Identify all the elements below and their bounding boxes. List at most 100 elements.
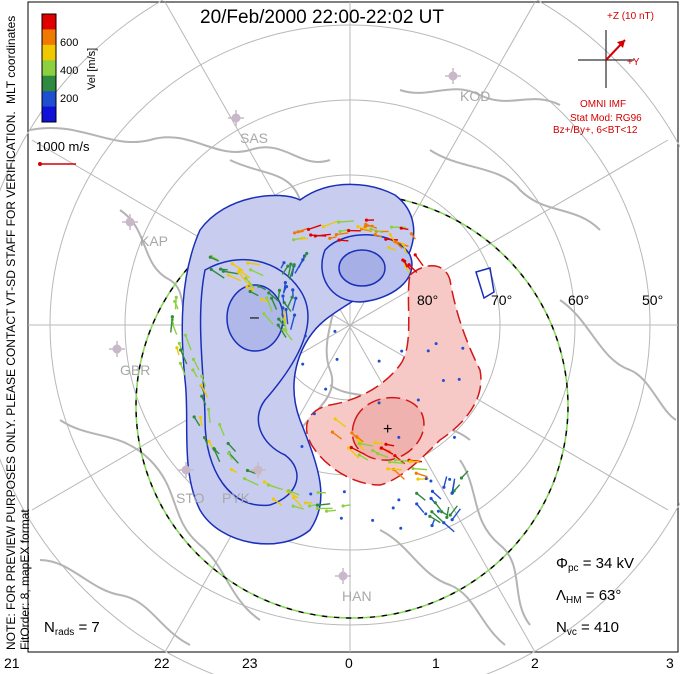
velocity-vector [315,503,331,507]
velocity-colorbar [41,13,57,123]
colorbar-segment [42,75,56,92]
preview-note: NOTE: FOR PREVIEW PURPOSES ONLY. PLEASE … [4,111,18,650]
velocity-vector [315,507,333,511]
colorbar-outline [41,13,57,123]
velocity-vector [341,504,351,508]
velocity-vector [321,220,338,229]
plot-frame [27,1,679,653]
velocity-vector [191,357,200,371]
velocity-vector [428,514,441,524]
velocity-vector [347,229,361,233]
velocity-vector [202,435,209,446]
latitude-label-50: 50° [642,292,664,308]
velocity-vector [313,233,331,238]
velocity-vector [411,466,428,471]
radar-site-marker [178,462,194,478]
velocity-vector [356,225,372,232]
velocity-vector [221,269,239,275]
velocity-vector [198,415,203,427]
latitude-label-80: 80° [417,292,439,308]
velocity-vector [415,502,425,513]
velocity-vector-origin [400,349,404,353]
velocity-vector [408,460,419,464]
mlt-label-1: 1 [432,655,440,671]
velocity-vector [442,521,455,533]
radar-site-marker [109,341,125,357]
velocity-vector [209,267,225,279]
velocity-vector [316,490,326,495]
latitude-label-60: 60° [568,292,590,308]
velocity-vector-origin [342,490,346,494]
velocity-vector [262,312,274,325]
velocity-vector-origin [397,435,401,439]
velocity-vector [387,460,404,464]
velocity-vector [347,446,360,459]
colorbar-segment [42,29,56,46]
velocity-vector [277,317,285,327]
positive-potential-cell: + [305,265,482,486]
velocity-vector [277,288,282,299]
velocity-vector [200,394,207,406]
velocity-vector [296,227,308,234]
velocity-vector [246,261,261,266]
velocity-vector [227,451,233,460]
velocity-vector-origin [436,509,440,513]
velocity-vector-origin [377,401,381,405]
velocity-vector [304,501,312,505]
velocity-vector-origin [335,357,339,361]
site-label-pyk: PYK [222,490,251,506]
positive-cell-maximum-marker: + [383,421,392,438]
velocity-vector-origin [441,378,445,382]
velocity-vector [291,504,304,510]
velocity-vector [276,323,287,338]
velocity-vector [242,476,259,486]
velocity-vector [459,470,469,480]
heppner-maynard-latitude: ΛHM = 63° [556,587,622,606]
velocity-vector [244,276,255,289]
velocity-vector-origin [309,492,313,496]
velocity-vector [387,246,397,252]
velocity-vector [445,506,450,520]
velocity-vector [384,442,395,447]
velocity-vector [291,296,298,311]
velocity-vector [226,273,242,282]
velocity-vector-origin [399,526,403,530]
fit-order-note: FitOrder: 8, mapEX format [18,509,32,650]
radar-site-marker [335,568,351,584]
velocity-vector [192,415,201,427]
velocity-vector [399,226,409,231]
velocity-vector [450,508,461,522]
negative-cell-middle-contour [199,258,309,507]
velocity-vector-origin [324,387,328,391]
velocity-vector-origin [452,435,456,439]
mlt-label-0: 0 [345,655,353,671]
velocity-vector-origin [448,477,452,481]
positive-cell-outer-contour [305,265,482,486]
velocity-vector [266,483,283,491]
velocity-vector [430,489,442,500]
site-label-sto: STO [176,490,205,506]
velocity-vector [287,489,300,496]
velocity-vector [218,267,228,271]
velocity-vector [290,313,297,330]
velocity-vector [269,296,278,310]
velocity-vector [179,348,188,365]
velocity-vector [337,238,349,242]
negative-cell-small-contour [475,267,495,300]
velocity-vector [430,510,444,523]
velocity-vector [376,451,389,459]
negative-cell-minimum-marker: – [250,309,259,326]
colorbar-segment [42,91,56,108]
velocity-vector [357,442,373,447]
velocity-vector-origin [303,334,307,338]
velocity-vector [208,255,220,262]
velocity-vector-origin [434,342,438,346]
velocity-vector [373,233,383,238]
velocity-vector [324,509,337,513]
velocity-vector [249,268,264,277]
velocity-vector [283,281,287,294]
velocity-vector [218,422,225,436]
velocity-vector-origin [457,377,461,381]
imf-source-label: OMNI IMF [580,99,627,110]
